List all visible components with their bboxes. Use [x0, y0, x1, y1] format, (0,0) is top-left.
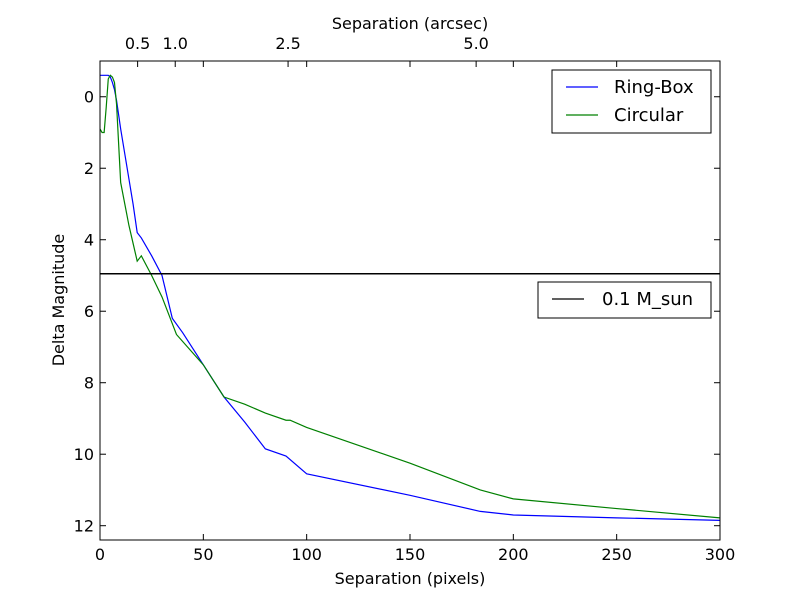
x-axis-label: Separation (pixels) — [335, 569, 486, 588]
y-tick-label: 10 — [74, 445, 94, 464]
legend-series: Ring-Box Circular — [551, 69, 712, 134]
y-tick-label: 8 — [84, 374, 94, 393]
series-layer — [99, 74, 721, 521]
legend-series-box — [551, 69, 712, 134]
top-x-axis-label: Separation (arcsec) — [332, 14, 488, 33]
top-tick-label: 1.0 — [163, 34, 188, 53]
legend-ring-box-label: Ring-Box — [614, 77, 694, 98]
x-tick-label: 0 — [95, 545, 105, 564]
x-tick-label: 100 — [291, 545, 322, 564]
x-tick-label: 150 — [395, 545, 426, 564]
y-tick-label: 6 — [84, 302, 94, 321]
legend-circular-label: Circular — [614, 105, 684, 126]
series-line-circular — [99, 74, 721, 519]
y-tick-label: 12 — [74, 517, 94, 536]
legend-reference: 0.1 M_sun — [537, 281, 712, 319]
series-line-ring-box — [100, 74, 721, 521]
y-tick-label: 4 — [84, 231, 94, 250]
x-tick-label: 300 — [705, 545, 736, 564]
x-tick-label: 200 — [498, 545, 529, 564]
x-tick-label: 250 — [601, 545, 632, 564]
top-tick-label: 2.5 — [275, 34, 300, 53]
legend-reference-box — [537, 281, 712, 319]
legend-msun-label: 0.1 M_sun — [602, 289, 693, 310]
plot-frame — [99, 60, 721, 541]
top-tick-label: 5.0 — [463, 34, 488, 53]
top-tick-label: 0.5 — [125, 34, 150, 53]
x-tick-label: 50 — [193, 545, 213, 564]
y-tick-label: 0 — [84, 88, 94, 107]
y-tick-label: 2 — [84, 159, 94, 178]
y-axis-label: Delta Magnitude — [49, 234, 68, 367]
